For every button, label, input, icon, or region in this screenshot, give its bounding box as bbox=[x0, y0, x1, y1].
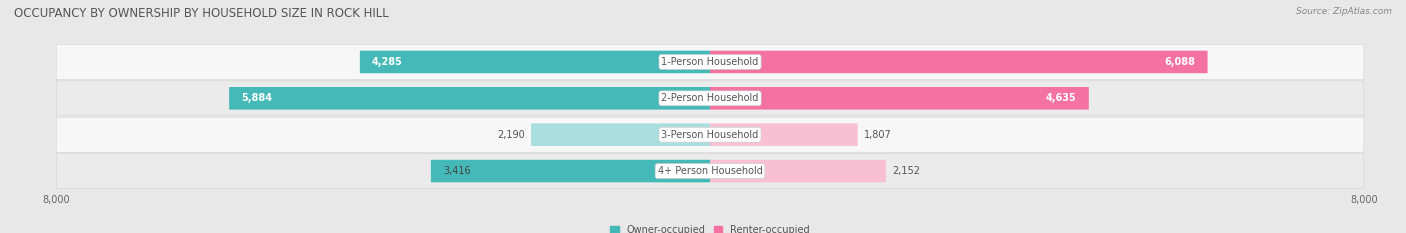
Text: 1,807: 1,807 bbox=[865, 130, 891, 140]
FancyBboxPatch shape bbox=[360, 51, 710, 73]
Text: Source: ZipAtlas.com: Source: ZipAtlas.com bbox=[1296, 7, 1392, 16]
Text: 2-Person Household: 2-Person Household bbox=[661, 93, 759, 103]
Text: 4,285: 4,285 bbox=[373, 57, 404, 67]
Text: 2,190: 2,190 bbox=[496, 130, 524, 140]
FancyBboxPatch shape bbox=[710, 160, 886, 182]
FancyBboxPatch shape bbox=[710, 51, 1208, 73]
Text: 3-Person Household: 3-Person Household bbox=[661, 130, 759, 140]
FancyBboxPatch shape bbox=[56, 45, 1364, 79]
Text: OCCUPANCY BY OWNERSHIP BY HOUSEHOLD SIZE IN ROCK HILL: OCCUPANCY BY OWNERSHIP BY HOUSEHOLD SIZE… bbox=[14, 7, 389, 20]
FancyBboxPatch shape bbox=[710, 87, 1088, 110]
Text: 3,416: 3,416 bbox=[443, 166, 471, 176]
Legend: Owner-occupied, Renter-occupied: Owner-occupied, Renter-occupied bbox=[606, 221, 814, 233]
Text: 6,088: 6,088 bbox=[1164, 57, 1195, 67]
Text: 1-Person Household: 1-Person Household bbox=[661, 57, 759, 67]
Text: 4,635: 4,635 bbox=[1046, 93, 1077, 103]
Text: 2,152: 2,152 bbox=[893, 166, 921, 176]
FancyBboxPatch shape bbox=[430, 160, 710, 182]
FancyBboxPatch shape bbox=[56, 117, 1364, 152]
FancyBboxPatch shape bbox=[531, 123, 710, 146]
Text: 4+ Person Household: 4+ Person Household bbox=[658, 166, 762, 176]
FancyBboxPatch shape bbox=[56, 81, 1364, 116]
FancyBboxPatch shape bbox=[710, 123, 858, 146]
FancyBboxPatch shape bbox=[56, 154, 1364, 188]
Text: 5,884: 5,884 bbox=[242, 93, 273, 103]
FancyBboxPatch shape bbox=[229, 87, 710, 110]
